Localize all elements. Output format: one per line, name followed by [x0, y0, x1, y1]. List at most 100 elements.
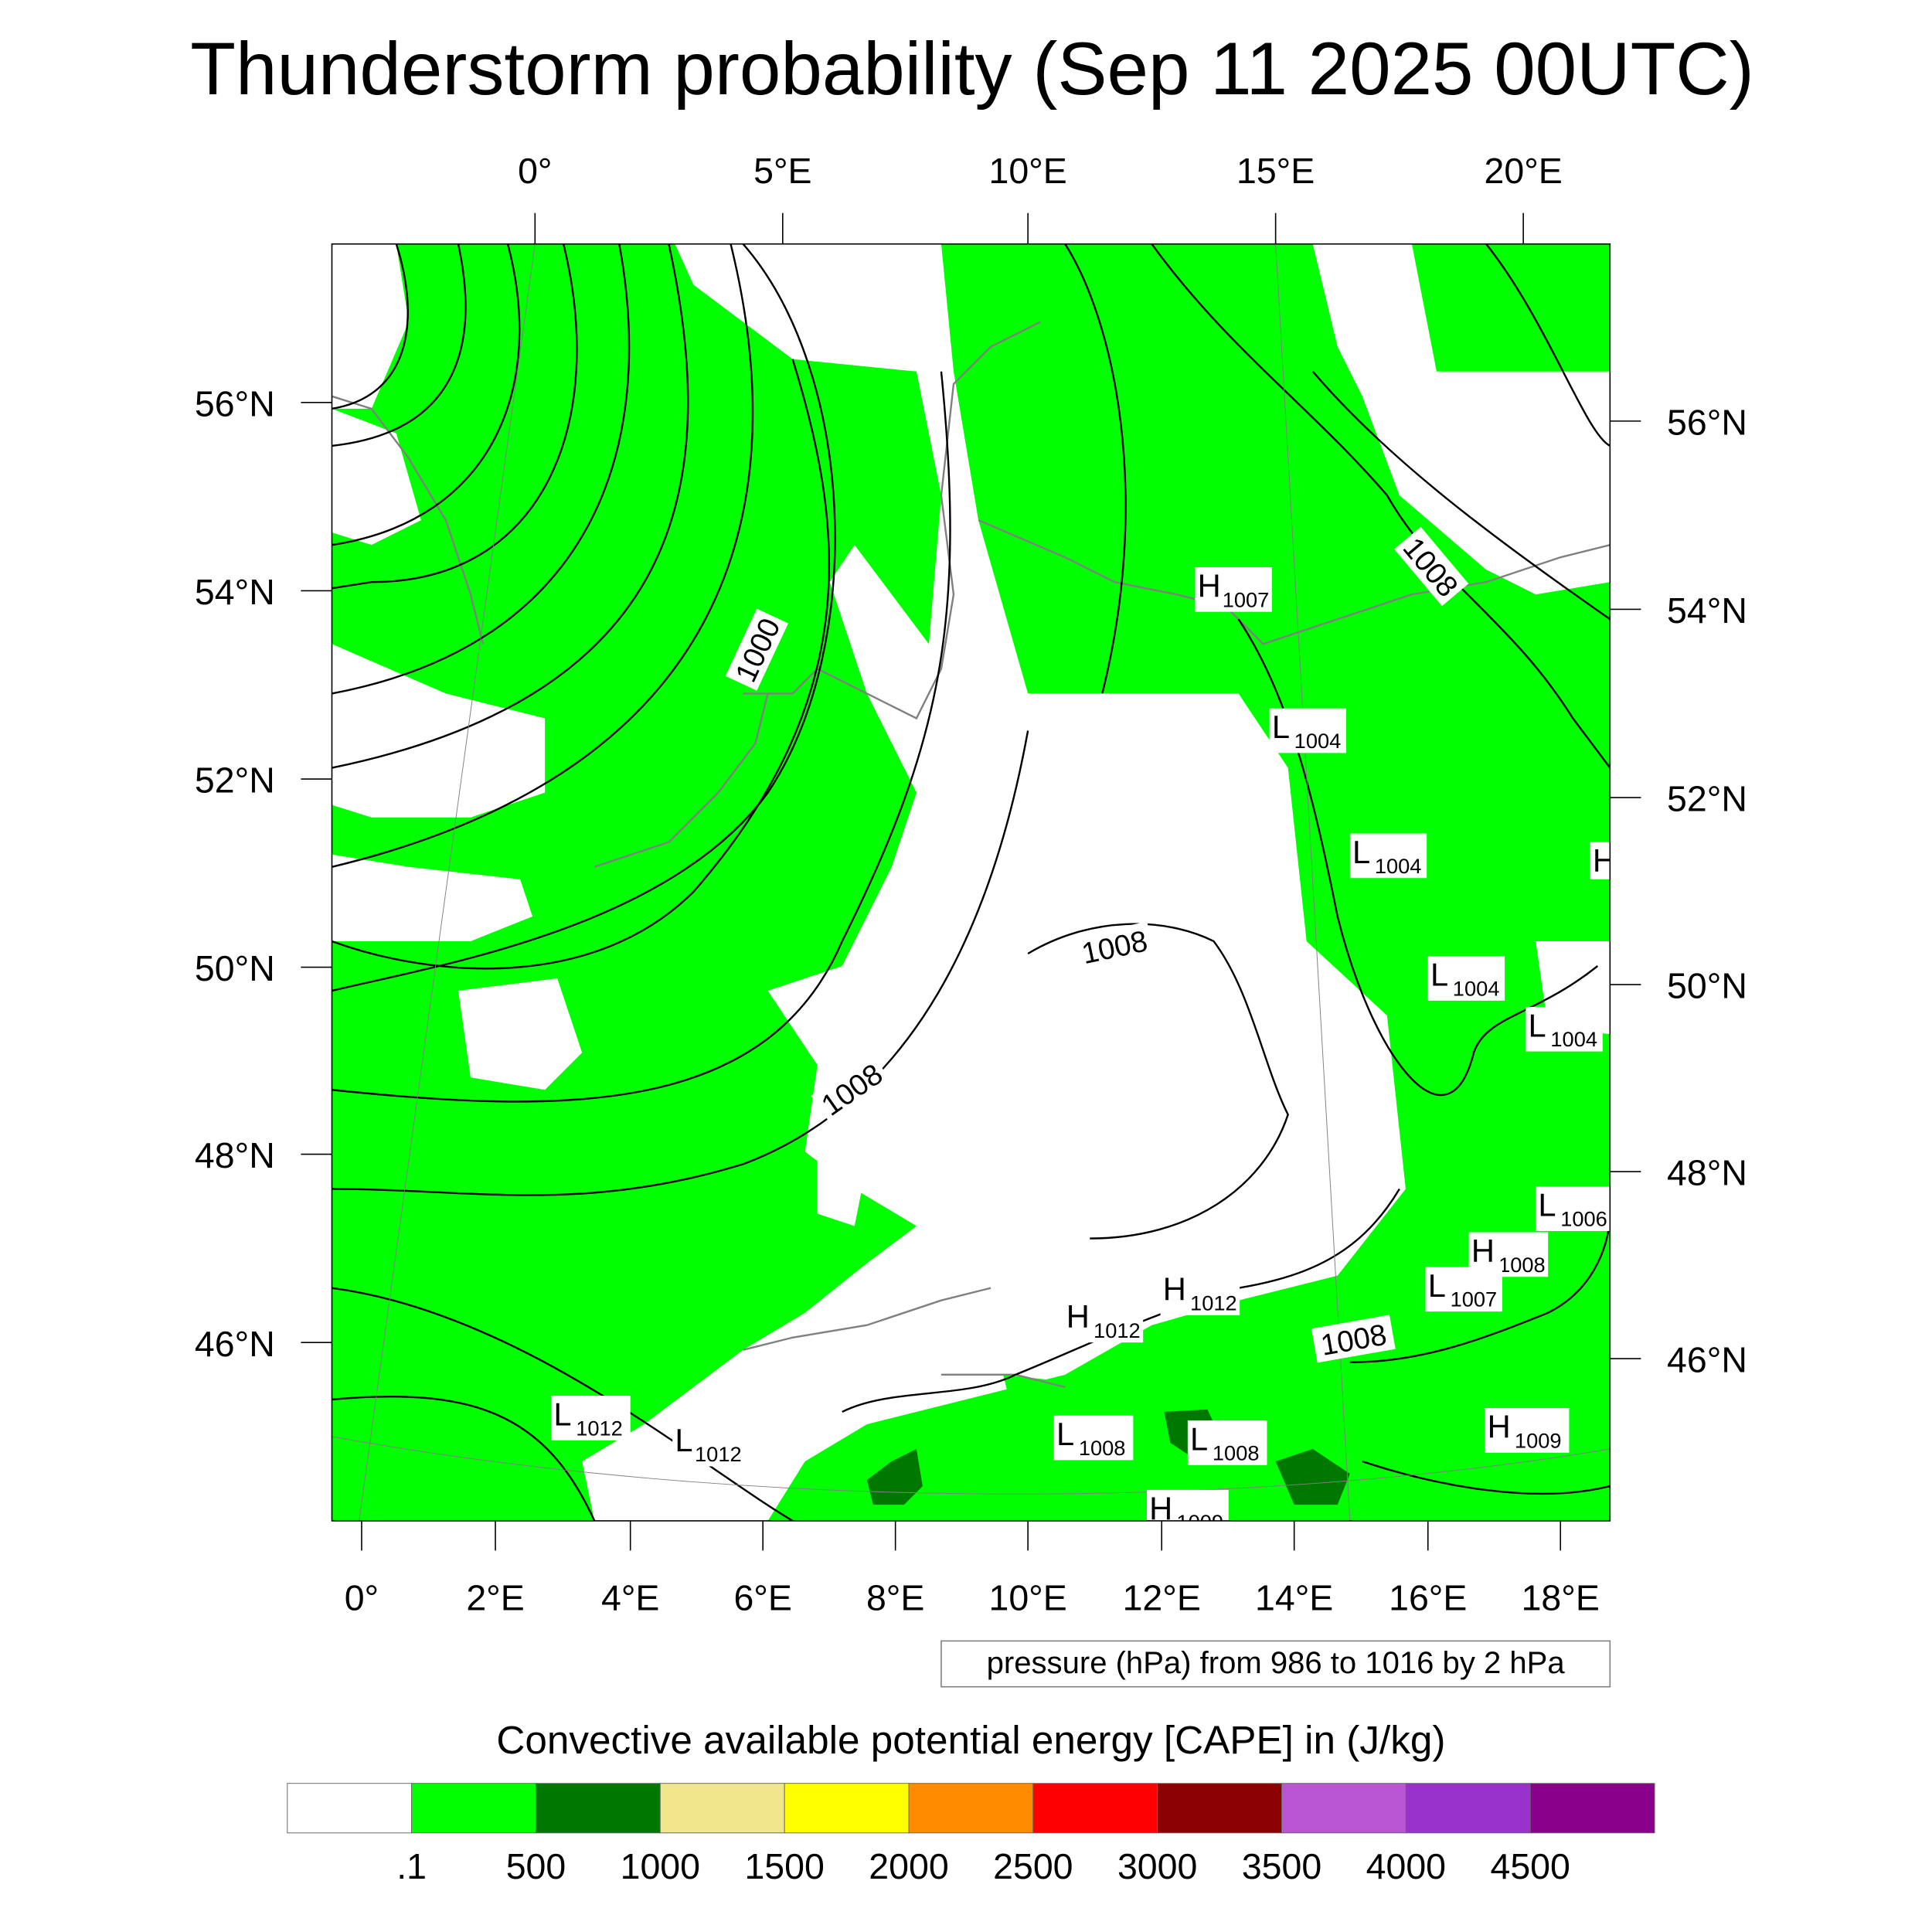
center-value: 1007: [1451, 1287, 1498, 1311]
bottom-tick-label: 0°: [345, 1577, 379, 1617]
colorbar-swatch: [1157, 1783, 1282, 1834]
colorbar-tick-label: .1: [396, 1846, 427, 1886]
center-type: H: [1488, 1409, 1511, 1445]
bottom-tick-label: 16°E: [1389, 1577, 1467, 1617]
top-tick-label: 0°: [518, 151, 552, 191]
colorbar-swatch: [908, 1783, 1034, 1834]
left-tick-label: 48°N: [195, 1135, 275, 1175]
top-tick-label: 20°E: [1485, 151, 1563, 191]
right-tick-label: 52°N: [1667, 779, 1747, 819]
top-tick-label: 10°E: [988, 151, 1066, 191]
center-type: H: [1066, 1298, 1090, 1335]
center-type: H: [1471, 1233, 1495, 1269]
center-value: 1008: [1213, 1440, 1260, 1464]
center-value: 1012: [1190, 1291, 1237, 1315]
isobars: [332, 243, 1611, 1521]
bottom-tick-label: 8°E: [866, 1577, 924, 1617]
center-value: 1012: [576, 1416, 623, 1440]
colorbar-labels: .1 500 1000 1500 2000 2500 3000 3500 4000 4500: [396, 1846, 1570, 1886]
center-type: L: [553, 1396, 571, 1433]
center-value: 1004: [1375, 854, 1422, 878]
top-tick-label: 5°E: [753, 151, 811, 191]
bottom-tick-label: 4°E: [601, 1577, 659, 1617]
colorbar-tick-label: 2500: [993, 1846, 1073, 1886]
center-type: L: [1056, 1416, 1074, 1452]
left-tick-marks: [301, 402, 332, 1343]
bottom-longitude-ticks: 0° 2°E 4°E 6°E 8°E 10°E 12°E 14°E 16°E 1…: [345, 1577, 1600, 1617]
colorbar-swatch: [659, 1783, 785, 1834]
right-tick-label: 50°N: [1667, 966, 1747, 1006]
colorbar-swatch: [784, 1783, 910, 1834]
right-tick-label: 54°N: [1667, 590, 1747, 631]
center-value: 1008: [1079, 1436, 1126, 1460]
colorbar-tick-label: 3500: [1242, 1846, 1321, 1886]
bottom-tick-marks: [361, 1520, 1562, 1551]
right-tick-label: 46°N: [1667, 1340, 1747, 1380]
center-type: H: [1198, 567, 1221, 604]
contour-info-box: pressure (hPa) from 986 to 1016 by 2 hPa: [940, 1640, 1611, 1688]
colorbar-swatch: [287, 1783, 413, 1834]
map-plot-area: 1000 1008 1008 1008 1008 H 1007 L 1004 L 10…: [331, 243, 1616, 1534]
center-type: L: [1428, 1267, 1446, 1304]
center-value: 1004: [1453, 976, 1500, 1000]
left-tick-label: 54°N: [195, 572, 275, 612]
top-longitude-ticks: 0° 5°E 10°E 15°E 20°E: [518, 151, 1563, 191]
colorbar-tick-label: 4000: [1366, 1846, 1446, 1886]
center-type: H: [1593, 842, 1616, 879]
colorbar-tick-label: 1500: [744, 1846, 824, 1886]
center-value: 1004: [1294, 729, 1342, 753]
colorbar-swatch: [1405, 1783, 1531, 1834]
bottom-tick-label: 6°E: [733, 1577, 791, 1617]
top-tick-label: 15°E: [1236, 151, 1315, 191]
center-value: 1008: [1498, 1253, 1546, 1277]
left-latitude-ticks: 56°N 54°N 52°N 50°N 48°N 46°N: [195, 383, 275, 1363]
center-value: 1009: [1515, 1428, 1562, 1452]
colorbar-swatch: [1281, 1783, 1406, 1834]
left-tick-label: 46°N: [195, 1324, 275, 1364]
colorbar-swatch: [535, 1783, 661, 1834]
center-type: L: [1352, 834, 1370, 870]
center-value: 1012: [1094, 1318, 1141, 1342]
center-type: H: [1163, 1271, 1186, 1308]
center-type: L: [1190, 1421, 1208, 1458]
coastlines: [332, 321, 1611, 1389]
bottom-tick-label: 18°E: [1522, 1577, 1600, 1617]
colorbar-tick-label: 2000: [869, 1846, 948, 1886]
map-frame: [331, 243, 1611, 1522]
contour-info-text: pressure (hPa) from 986 to 1016 by 2 hPa: [987, 1646, 1566, 1680]
colorbar-tick-label: 1000: [621, 1846, 700, 1886]
graticule: [332, 243, 1611, 1521]
center-value: 1012: [695, 1442, 742, 1466]
center-value: 1007: [1223, 587, 1270, 611]
center-type: L: [1430, 957, 1448, 993]
colorbar-swatch: [1032, 1783, 1158, 1834]
right-tick-label: 56°N: [1667, 403, 1747, 443]
right-tick-marks: [1610, 420, 1641, 1359]
bottom-tick-label: 12°E: [1123, 1577, 1201, 1617]
left-tick-label: 50°N: [195, 948, 275, 988]
center-value: 1009: [1176, 1510, 1223, 1534]
colorbar: [287, 1783, 1655, 1834]
bottom-tick-label: 14°E: [1255, 1577, 1333, 1617]
center-type: L: [1529, 1007, 1546, 1043]
center-type: L: [1272, 709, 1290, 745]
left-tick-label: 56°N: [195, 383, 275, 423]
figure-title: Thunderstorm probability (Sep 11 2025 00…: [190, 28, 1754, 111]
bottom-tick-label: 10°E: [988, 1577, 1066, 1617]
colorbar-tick-label: 500: [506, 1846, 566, 1886]
right-tick-label: 48°N: [1667, 1153, 1747, 1193]
colorbar-tick-label: 4500: [1490, 1846, 1570, 1886]
colorbar-swatch: [1529, 1783, 1655, 1834]
colorbar-swatch: [411, 1783, 536, 1834]
right-latitude-ticks: 56°N 54°N 52°N 50°N 48°N 46°N: [1667, 403, 1747, 1380]
top-tick-marks: [534, 213, 1524, 244]
center-type: H: [1149, 1490, 1172, 1526]
cape-below-threshold-areas: [332, 243, 1611, 1521]
colorbar-title: Convective available potential energy [C…: [496, 1718, 1445, 1762]
bottom-tick-label: 2°E: [466, 1577, 524, 1617]
center-value: 1004: [1550, 1027, 1597, 1051]
center-type: L: [1538, 1187, 1556, 1223]
center-type: L: [675, 1422, 692, 1458]
left-tick-label: 52°N: [195, 760, 275, 801]
